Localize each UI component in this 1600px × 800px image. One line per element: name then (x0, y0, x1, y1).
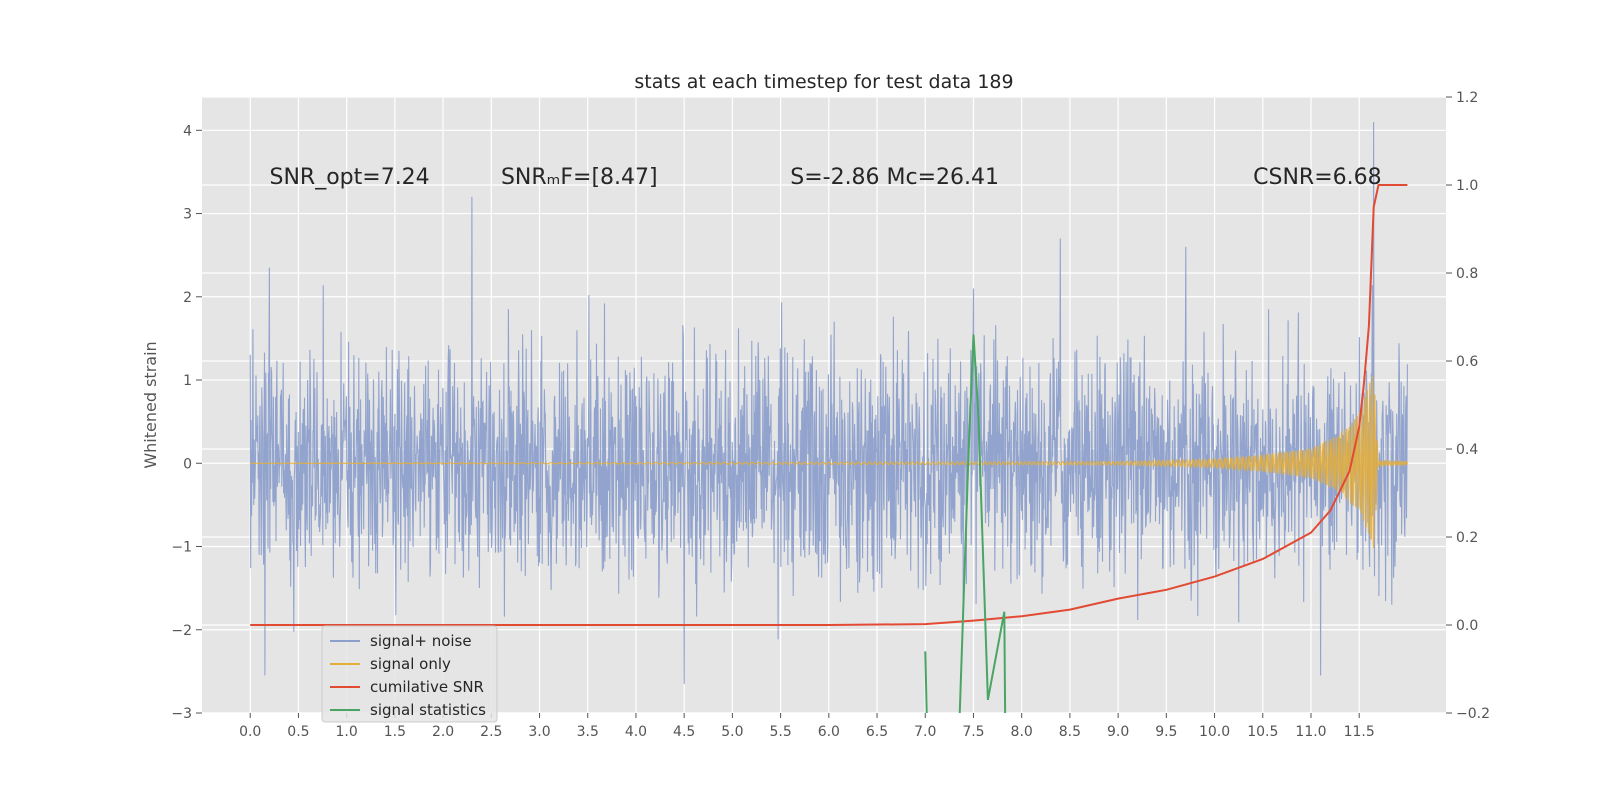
legend: signal+ noise signal only cumilative SNR si… (321, 625, 498, 723)
x-tick-label: 9.0 (1107, 724, 1129, 740)
y-tick-label: 3 (183, 207, 192, 223)
x-tick-label: 11.0 (1295, 724, 1326, 740)
annotation-3: CSNR=6.68 (1253, 165, 1382, 190)
x-tick-label: 8.5 (1059, 724, 1081, 740)
x-tick-label: 7.0 (914, 724, 936, 740)
x-tick-label: 1.0 (336, 724, 358, 740)
x-tick-label: 10.5 (1247, 724, 1278, 740)
x-tick-label: 5.5 (769, 724, 791, 740)
annotation-1: SNRₘF=[8.47] (501, 165, 658, 190)
y-right-tick-label: 0.2 (1456, 530, 1478, 546)
x-tick-label: 7.5 (962, 724, 984, 740)
y-tick-label: −3 (171, 706, 192, 722)
annotation-2: S=-2.86 Mᴄ=26.41 (790, 165, 999, 190)
y-right-tick-label: 0.0 (1456, 618, 1478, 634)
x-tick-label: 1.5 (384, 724, 406, 740)
x-tick-label: 2.5 (480, 724, 502, 740)
legend-box (321, 625, 498, 723)
x-tick-label: 11.5 (1344, 724, 1375, 740)
x-tick-label: 3.0 (528, 724, 550, 740)
y-tick-label: −2 (171, 623, 192, 639)
x-tick-label: 6.0 (818, 724, 840, 740)
annotation-0: SNR_opt=7.24 (270, 165, 430, 190)
y-right-tick-label: 1.0 (1456, 178, 1478, 194)
plot-area (249, 121, 1408, 713)
x-tick-label: 5.0 (721, 724, 743, 740)
y-tick-label: −1 (171, 540, 192, 556)
y-right-tick-label: 0.4 (1456, 442, 1478, 458)
y-right-tick-label: −0.2 (1456, 706, 1490, 722)
legend-label: signal+ noise (370, 632, 472, 650)
legend-label: cumilative SNR (370, 678, 484, 696)
x-tick-label: 2.0 (432, 724, 454, 740)
x-tick-label: 8.0 (1011, 724, 1033, 740)
x-tick-label: 9.5 (1155, 724, 1177, 740)
y-right-tick-label: 0.8 (1456, 266, 1478, 282)
y-right-tick-label: 1.2 (1456, 90, 1478, 106)
series-signal-only-line (250, 375, 1408, 549)
y-tick-label: 0 (183, 456, 192, 472)
x-tick-label: 0.5 (287, 724, 309, 740)
annotations: SNR_opt=7.24 SNRₘF=[8.47] S=-2.86 Mᴄ=26.41… (270, 165, 1382, 190)
y-tick-label: 2 (183, 290, 192, 306)
series-signal-statistics-line (924, 334, 1007, 713)
data-layer (249, 121, 1408, 713)
y-tick-label: 1 (183, 373, 192, 389)
series-cumulative-snr-line (250, 184, 1408, 626)
axes: 0.0 0.5 1.0 1.5 2.0 2.5 3.0 3.5 4.0 4.5 5.0 5.5 6.0 6… (171, 90, 1490, 740)
x-tick-label: 3.5 (577, 724, 599, 740)
y-right-tick-label: 0.6 (1456, 354, 1478, 370)
y-axis-label: Whitened strain (141, 341, 160, 468)
chart-title: stats at each timestep for test data 189 (634, 71, 1013, 93)
x-tick-label: 4.5 (673, 724, 695, 740)
x-tick-label: 4.0 (625, 724, 647, 740)
legend-label: signal statistics (370, 701, 486, 719)
x-tick-label: 10.0 (1199, 724, 1230, 740)
legend-label: signal only (370, 655, 451, 673)
x-tick-label: 0.0 (239, 724, 261, 740)
x-tick-label: 6.5 (866, 724, 888, 740)
y-tick-label: 4 (183, 123, 192, 139)
